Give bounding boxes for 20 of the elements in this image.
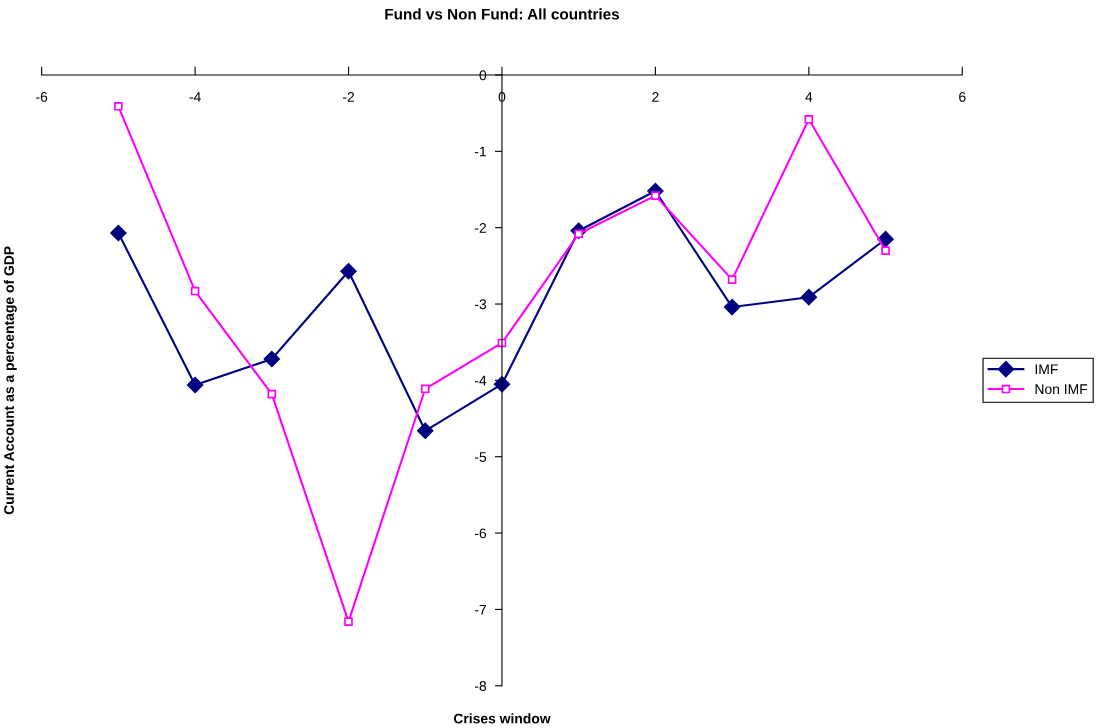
x-tick-label: 6 [959,92,966,102]
x-tick-label: -2 [342,92,355,102]
x-axis-title: Crises window [453,713,551,724]
y-tick-label: -4 [474,375,487,386]
x-tick-label: -6 [36,92,48,102]
legend-label: IMF [1035,364,1058,375]
y-tick-label: -7 [474,604,486,615]
y-tick-label: -2 [474,223,486,233]
y-tick-label: 0 [479,70,487,81]
x-tick-label: -4 [189,92,201,102]
x-tick-label: 2 [652,92,659,102]
x-tick-label: 4 [805,92,813,102]
chart-title: Fund vs Non Fund: All countries [385,8,620,20]
y-tick-label: -8 [474,681,487,691]
legend-label: Non IMF [1035,384,1088,395]
y-tick-label: -1 [474,146,487,157]
y-axis-title: Current Account as a percentage of GDP [3,246,17,515]
y-tick-label: -3 [474,299,487,310]
y-tick-label: -6 [474,528,487,539]
y-tick-label: -5 [474,452,487,462]
